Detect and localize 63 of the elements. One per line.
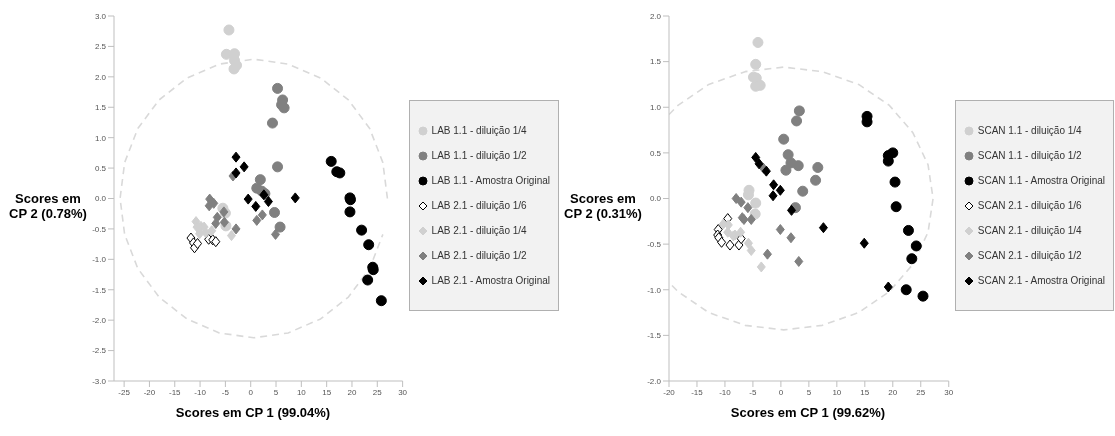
x-tick-label: 5 xyxy=(273,387,279,397)
y-tick-label: 0.5 xyxy=(649,148,662,158)
x-tick-label: -5 xyxy=(221,387,230,397)
legend-label: LAB 1.1 - Amostra Original xyxy=(431,175,550,186)
legend-label: SCAN 2.1 - Amostra Original xyxy=(977,275,1105,286)
y-tick-label: 0.0 xyxy=(649,194,662,204)
y-tick-label: -2.0 xyxy=(647,376,662,386)
x-axis-title: Scores em CP 1 (99.62%) xyxy=(729,405,887,420)
x-tick-label: 25 xyxy=(372,387,383,397)
x-tick-label: 5 xyxy=(806,387,812,397)
x-tick-label: 10 xyxy=(296,387,307,397)
legend-label: SCAN 1.1 - Amostra Original xyxy=(977,175,1105,186)
legend-label: SCAN 2.1 - diluição 1/2 xyxy=(977,250,1082,261)
legend-label: LAB 2.1 - diluição 1/2 xyxy=(431,250,527,261)
x-tick-label: -10 xyxy=(194,387,207,397)
x-tick-label: 10 xyxy=(832,387,842,397)
x-tick-label: 30 xyxy=(944,387,954,397)
y-tick-label: -0.5 xyxy=(92,224,107,234)
x-tick-label: -10 xyxy=(719,387,732,397)
y-tick-label: 1.5 xyxy=(94,103,107,113)
y-tick-label: 0.5 xyxy=(94,163,107,173)
x-tick-label: 25 xyxy=(916,387,926,397)
x-tick-label: 15 xyxy=(322,387,332,397)
y-tick-label: -1.0 xyxy=(647,285,662,295)
legend-label: SCAN 2.1 - diluição 1/6 xyxy=(977,200,1082,211)
legend-label: LAB 2.1 - diluição 1/4 xyxy=(431,225,527,236)
legend-label: SCAN 1.1 - diluição 1/2 xyxy=(977,150,1082,161)
x-tick-label: -15 xyxy=(691,387,704,397)
x-tick-label: -5 xyxy=(749,387,758,397)
y-tick-label: -3.0 xyxy=(92,376,107,386)
y-tick-label: 1.0 xyxy=(649,103,662,113)
x-tick-label: 15 xyxy=(860,387,870,397)
x-tick-label: 20 xyxy=(888,387,898,397)
legend-label: SCAN 1.1 - diluição 1/4 xyxy=(977,125,1082,136)
y-tick-label: 3.0 xyxy=(94,11,107,21)
y-tick-label: 2.0 xyxy=(94,72,107,82)
y-tick-label: -1.5 xyxy=(647,331,662,341)
legend-label: SCAN 2.1 - diluição 1/4 xyxy=(977,225,1082,236)
y-tick-label: 1.0 xyxy=(94,133,107,143)
x-tick-label: 0 xyxy=(248,387,254,397)
y-axis-title: Scores em CP 2 (0.78%) xyxy=(8,190,88,221)
x-tick-label: 0 xyxy=(778,387,784,397)
y-tick-label: 2.5 xyxy=(94,42,107,52)
legend-label: LAB 1.1 - diluição 1/4 xyxy=(431,125,527,136)
x-tick-label: -25 xyxy=(118,387,131,397)
y-tick-label: 0.0 xyxy=(94,194,107,204)
x-tick-label: -15 xyxy=(168,387,182,397)
y-tick-label: -1.5 xyxy=(92,285,107,295)
x-tick-label: 20 xyxy=(347,387,357,397)
y-tick-label: 2.0 xyxy=(649,11,662,21)
x-tick-label: 30 xyxy=(398,387,408,397)
legend-label: LAB 1.1 - diluição 1/2 xyxy=(431,150,527,161)
legend-label: LAB 2.1 - Amostra Original xyxy=(431,275,550,286)
legend-label: LAB 2.1 - diluição 1/6 xyxy=(431,200,527,211)
x-tick-label: -20 xyxy=(663,387,676,397)
x-tick-label: -20 xyxy=(143,387,156,397)
x-axis-title: Scores em CP 1 (99.04%) xyxy=(174,405,332,420)
y-tick-label: -2.0 xyxy=(92,316,107,326)
y-tick-label: -2.5 xyxy=(92,346,107,356)
y-tick-label: -1.0 xyxy=(92,255,107,265)
y-axis-title: Scores em CP 2 (0.31%) xyxy=(563,190,643,221)
y-tick-label: -0.5 xyxy=(647,239,662,249)
y-tick-label: 1.5 xyxy=(649,57,662,67)
